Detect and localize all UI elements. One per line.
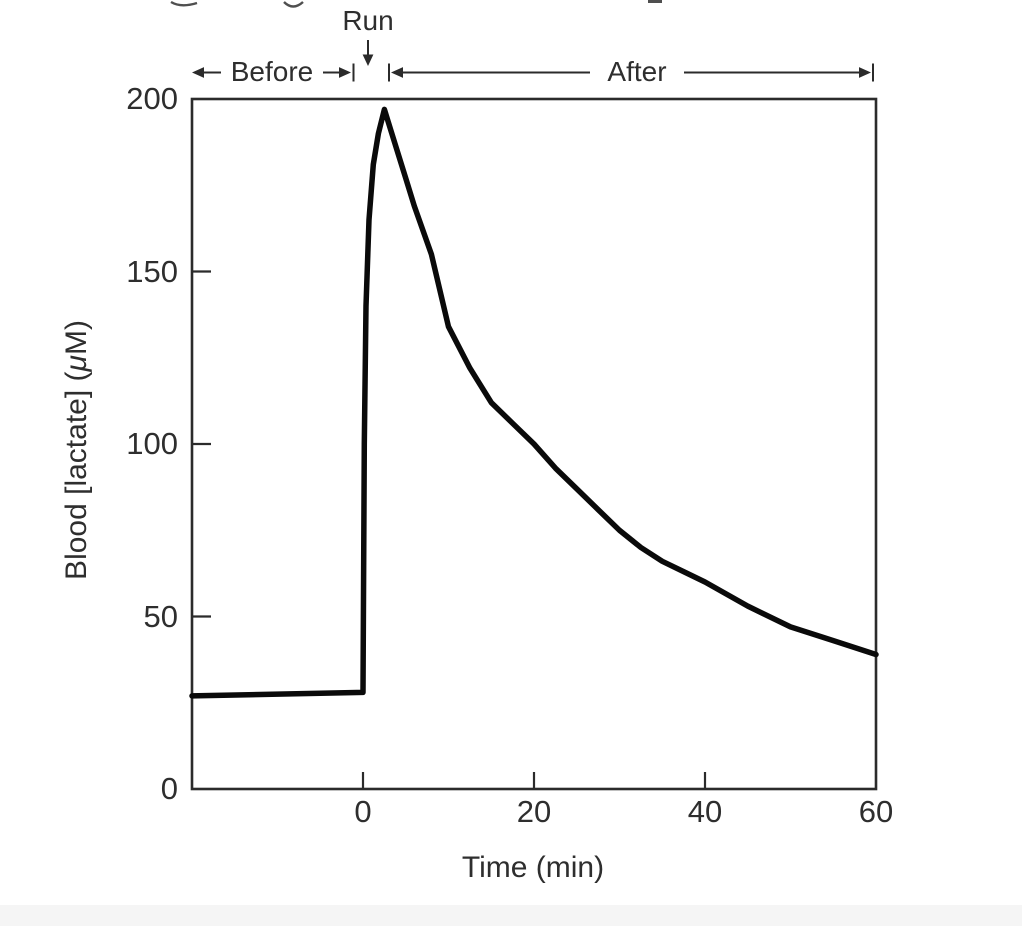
x-axis-title: Time (min) <box>461 851 605 884</box>
y-axis-title: Blood [lactate] (μM) <box>60 320 94 580</box>
after-region-label: After <box>607 56 667 87</box>
x-tick-label: 60 <box>858 794 894 829</box>
y-axis-title-prefix: Blood [lactate] ( <box>60 371 93 580</box>
cropped-text-remnant <box>283 1 304 8</box>
y-axis-title-suffix: M) <box>60 320 93 356</box>
before-region-label: Before <box>230 56 314 87</box>
y-tick-label: 100 <box>126 426 178 461</box>
x-tick-label: 0 <box>354 794 372 829</box>
y-tick-label: 150 <box>126 253 178 289</box>
x-tick-label: 20 <box>516 794 552 829</box>
footer-strip <box>0 905 1022 926</box>
cropped-text-remnant <box>170 0 198 7</box>
mu-symbol: μ <box>60 355 93 372</box>
y-tick-label: 50 <box>143 598 178 634</box>
run-label: Run <box>342 5 394 36</box>
before-left-arrowhead-icon <box>192 67 204 78</box>
after-right-arrowhead-icon <box>859 67 871 78</box>
after-left-arrowhead-icon <box>391 67 403 78</box>
y-tick-label: 200 <box>126 81 178 116</box>
run-down-arrowhead-icon <box>362 54 374 66</box>
before-right-arrowhead-icon <box>339 67 351 78</box>
lactate-curve <box>189 106 879 699</box>
x-tick-label: 40 <box>687 794 723 829</box>
y-tick-label: 0 <box>160 771 178 806</box>
